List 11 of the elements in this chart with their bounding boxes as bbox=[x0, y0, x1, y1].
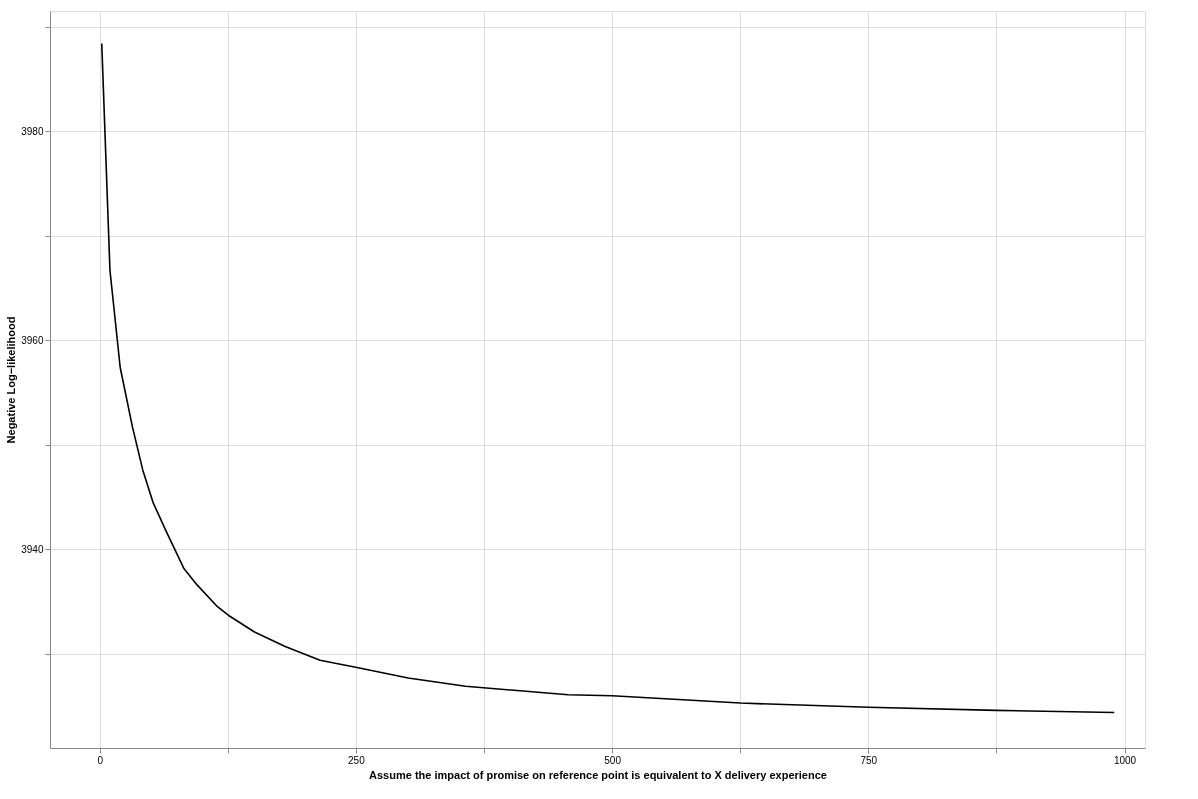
x-tick-label: 0 bbox=[97, 754, 104, 766]
x-axis-title: Assume the impact of promise on reference point is equivalent to X delivery experience bbox=[369, 768, 827, 781]
y-tick-label: 3940 bbox=[21, 543, 44, 555]
y-axis-title: Negative Log−likelihood bbox=[5, 316, 18, 444]
x-tick-label: 500 bbox=[604, 754, 622, 766]
x-tick-label: 750 bbox=[860, 754, 878, 766]
x-tick-label: 1000 bbox=[1113, 754, 1137, 766]
line-series bbox=[100, 42, 1116, 714]
y-tick-label: 3980 bbox=[21, 125, 44, 137]
y-tick-label: 3960 bbox=[21, 334, 44, 346]
x-tick-label: 250 bbox=[348, 754, 366, 766]
